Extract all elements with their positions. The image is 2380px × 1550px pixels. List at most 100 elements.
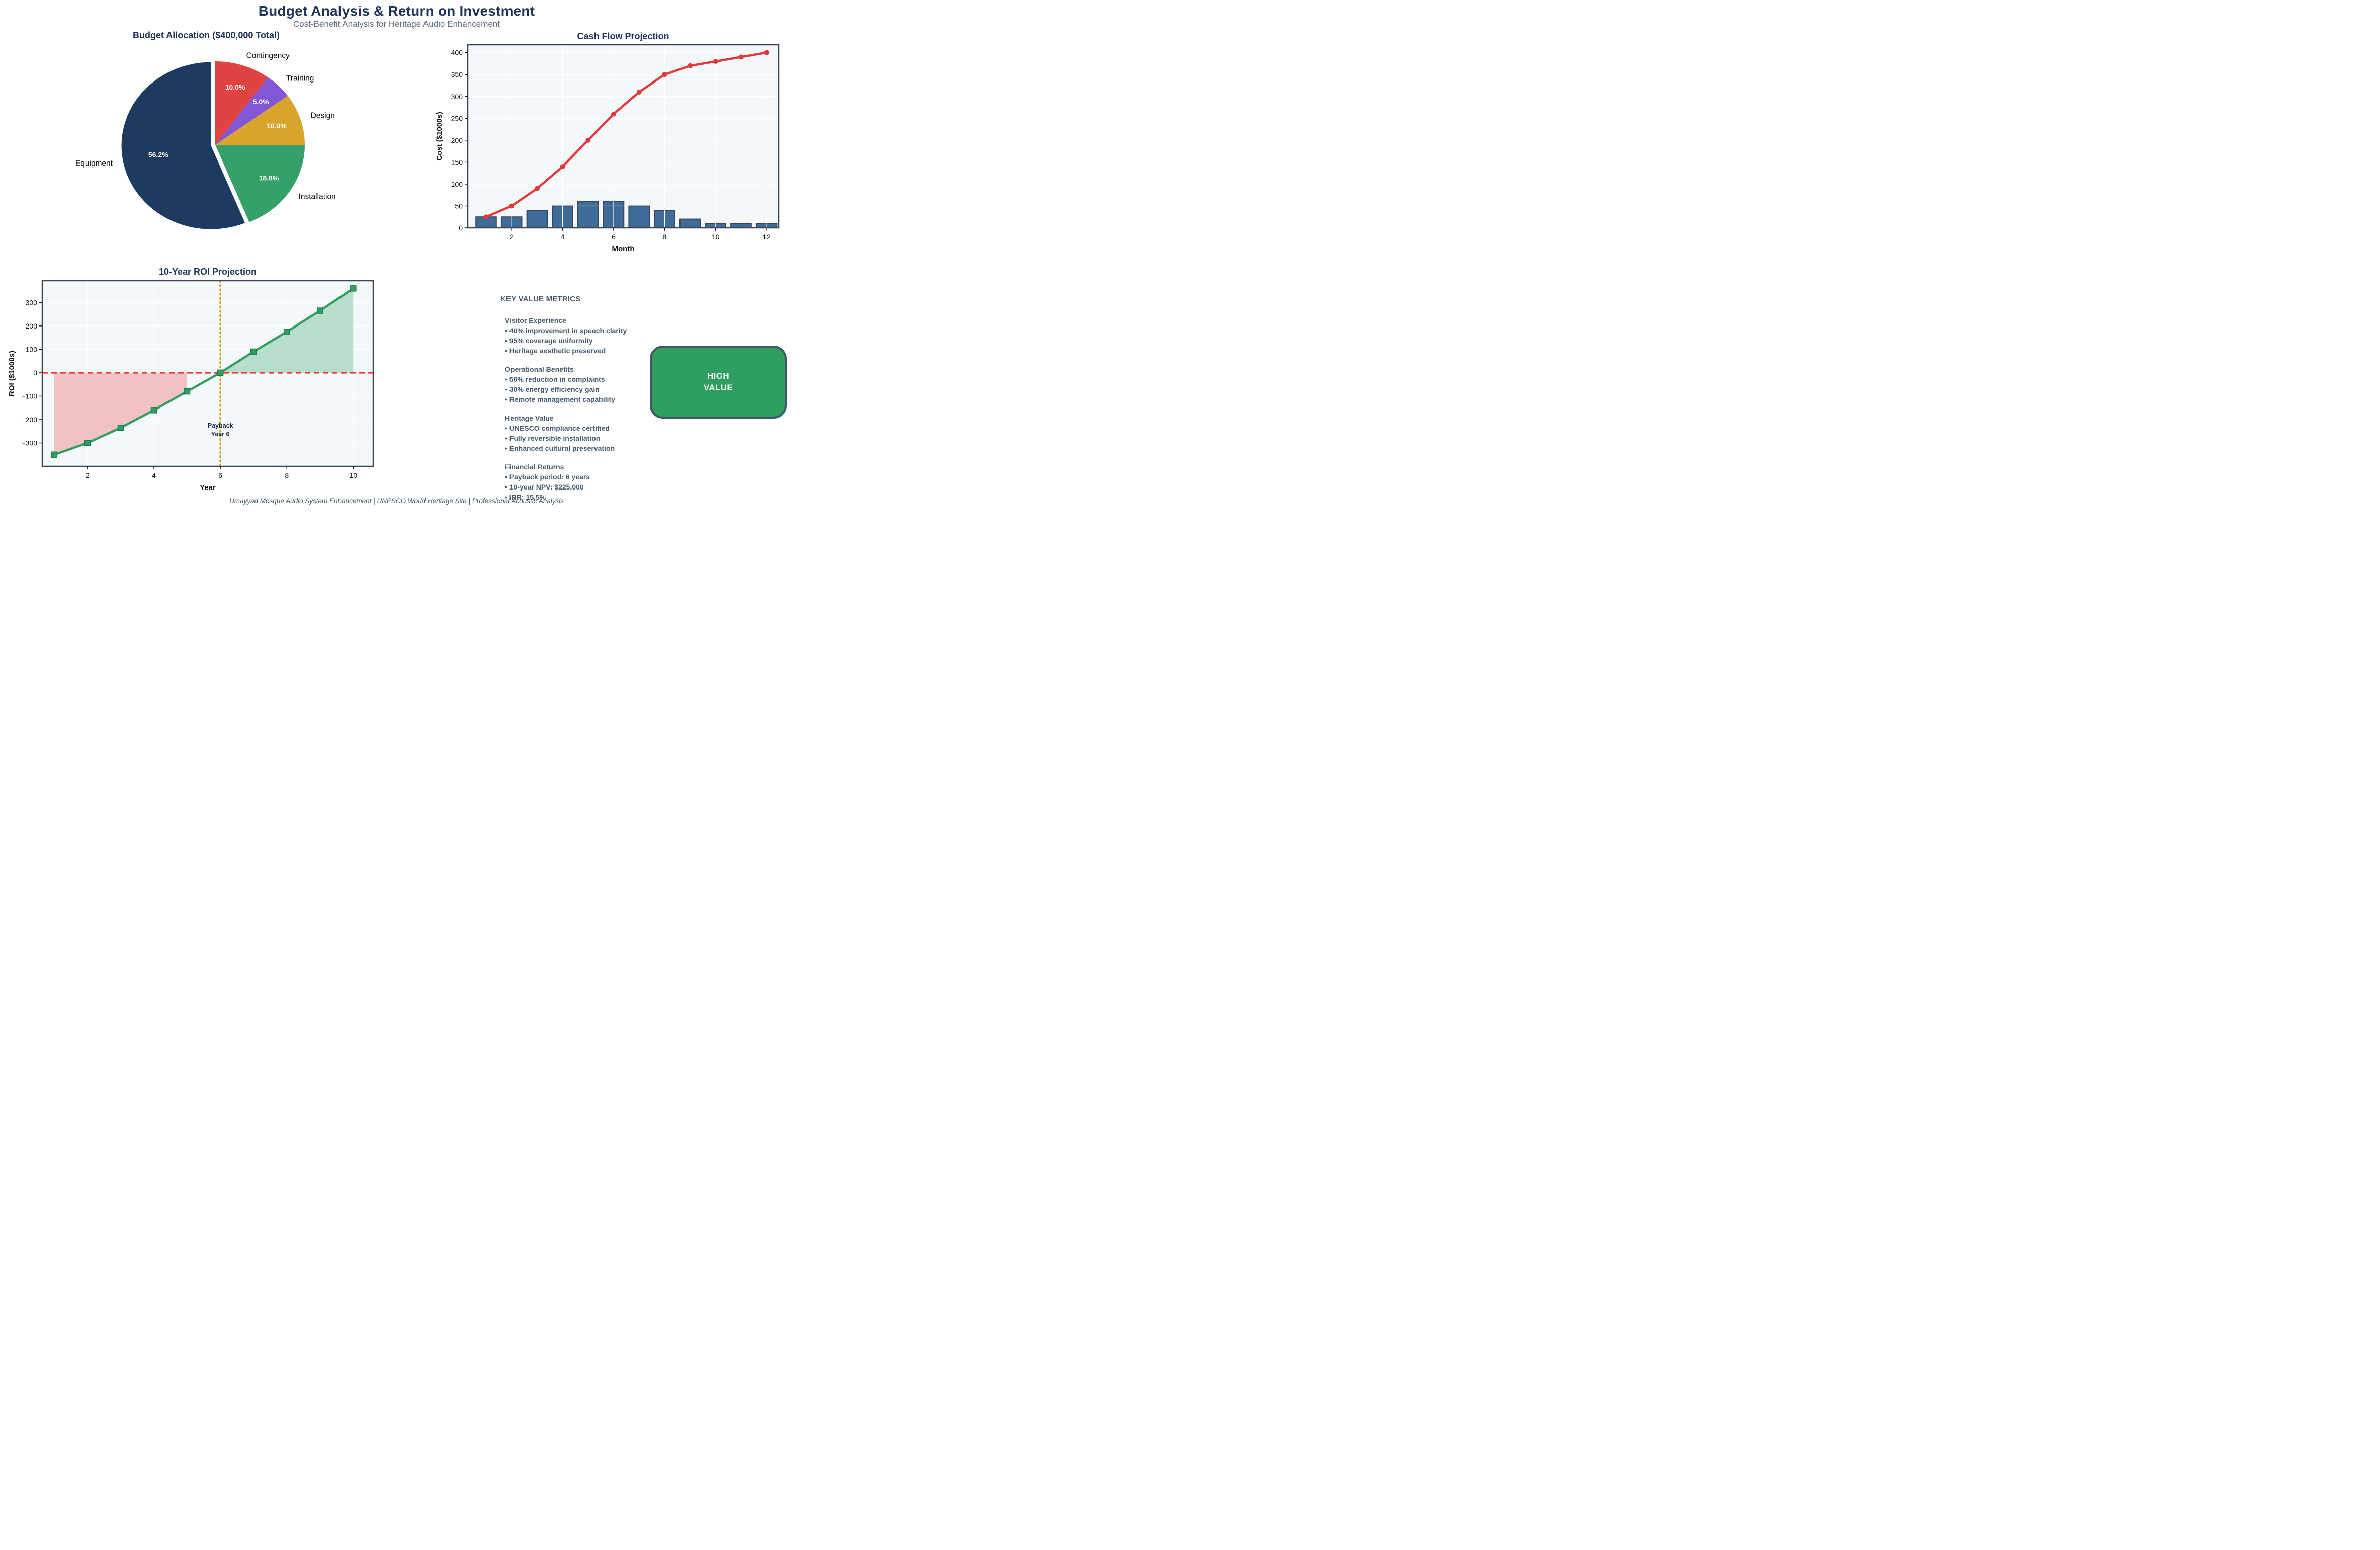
y-tick-label: −100 [21,392,37,400]
metric-section: Financial Returns • Payback period: 6 yea… [505,462,732,502]
x-tick-label: 6 [218,471,222,479]
pie-slice [121,62,245,229]
x-tick-label: 10 [712,233,720,241]
cost-bar [577,201,599,228]
metric-bullet: • UNESCO compliance certified [505,424,610,432]
line-marker [738,54,744,60]
y-tick-label: 350 [451,70,463,78]
negative-roi-area [54,372,188,455]
x-tick-label: 2 [86,471,90,479]
pie-slice [215,77,288,145]
x-tick-label: 4 [561,233,565,241]
axes-frame [41,280,374,467]
pie-pct-label: 5.0% [253,98,269,106]
high-value-badge-text: HIGH VALUE [704,371,733,394]
high-value-badge: HIGH VALUE [650,346,787,419]
y-tick-label: 50 [455,202,463,210]
roi-chart-title: 10-Year ROI Projection [158,267,257,277]
cost-bar [526,210,548,228]
pie-slice-label: Design [311,112,335,120]
metric-section: Operational Benefits • 50% reduction in c… [505,364,732,404]
y-axis-label: Cost ($1000s) [435,112,444,161]
x-tick-label: 6 [612,233,616,241]
x-tick-label: 4 [152,471,156,479]
roi-marker [150,407,157,414]
line-marker [509,203,515,209]
plot-background [468,45,779,228]
metric-bullet: • Payback period: 6 years [505,473,590,481]
metric-section: Heritage Value • UNESCO compliance certif… [505,413,732,453]
badge-line-1: HIGH [707,371,730,381]
metric-bullet: • 95% coverage uniformity [505,337,593,345]
roi-marker [217,369,224,376]
pie-pct-label: 10.0% [267,122,287,130]
roi-marker [350,285,357,292]
pie-slice-label: Equipment [75,159,113,168]
pie-chart-title: Budget Allocation ($400,000 Total) [132,30,280,40]
metric-bullet: • Enhanced cultural preservation [505,444,615,452]
line-marker [611,111,616,117]
line-marker [585,137,591,143]
pie-pct-label: 56.2% [148,151,168,159]
y-tick-label: 300 [451,93,463,101]
metric-bullet: • 10-year NPV: $225,000 [505,483,584,491]
line-marker [534,186,540,191]
pie-pct-label: 18.8% [259,174,279,182]
pie-slice [215,145,305,222]
metrics-heading: KEY VALUE METRICS [500,295,581,303]
x-axis-label: Month [612,244,635,253]
line-marker [662,72,667,77]
y-tick-label: 400 [451,49,463,57]
x-tick-label: 10 [350,471,358,479]
payback-annotation: Payback [208,422,233,429]
roi-marker [283,329,290,335]
x-tick-label: 2 [509,233,514,241]
roi-marker [84,440,91,446]
cashflow-chart: 2 4 6 8 10 12 0 50 100 150 200 250 300 350 400 Month Cos… [435,44,780,253]
pie-slice [215,61,268,145]
cashflow-chart-title: Cash Flow Projection [577,31,669,41]
roi-line [53,287,355,456]
line-marker [636,90,642,95]
pie-pct-label: 10.0% [225,83,245,91]
budget-pie-chart: 10.0% Contingency 5.0% Training 10.0% Design 1… [75,51,336,229]
roi-marker [250,348,257,355]
metrics-sections: Visitor Experience • 40% improvement in s… [500,315,732,502]
y-tick-label: 300 [26,298,38,306]
line-marker [688,63,693,68]
page-subtitle: Cost-Benefit Analysis for Heritage Audio… [293,19,500,29]
roi-marker [117,424,124,431]
roi-marker [317,307,323,314]
y-axis-label: ROI ($1000s) [8,351,16,396]
metric-bullet: • 40% improvement in speech clarity [505,327,627,335]
metric-bullet: • Heritage aesthetic preserved [505,347,606,355]
page-title: Budget Analysis & Return on Investment [258,3,535,19]
metric-bullet: • 30% energy efficiency gain [505,385,600,393]
metric-bullet: • Remote management capability [505,395,615,403]
cost-bar [730,223,752,229]
line-marker [483,214,489,220]
y-tick-label: −300 [21,439,37,447]
metric-section: Visitor Experience • 40% improvement in s… [505,315,732,356]
badge-line-2: VALUE [703,382,733,392]
pie-slice-label: Training [286,74,314,83]
axes-frame [467,44,780,229]
y-tick-label: −200 [21,416,37,424]
metric-bullet: • 50% reduction in complaints [505,375,605,383]
y-tick-label: 200 [26,322,38,330]
pie-slice-label: Contingency [246,51,290,60]
footer-caption: Umayyad Mosque Audio System Enhancement … [229,497,564,505]
x-axis-label: Year [200,483,216,492]
metric-section-title: Heritage Value [505,414,554,422]
dashboard: Budget Analysis & Return on Investment C… [0,0,793,517]
line-marker [764,50,770,55]
roi-chart: Payback Year 6 2 4 6 8 10 −300 −200 −100 0 100 200 30… [8,280,374,492]
roi-marker [51,451,58,458]
pie-slice-label: Installation [299,193,336,201]
y-tick-label: 150 [451,158,463,166]
y-tick-label: 0 [33,369,37,377]
y-tick-label: 100 [26,345,38,353]
y-tick-label: 250 [451,114,463,122]
metric-section-title: Visitor Experience [505,316,566,324]
metric-section-title: Financial Returns [505,463,564,471]
